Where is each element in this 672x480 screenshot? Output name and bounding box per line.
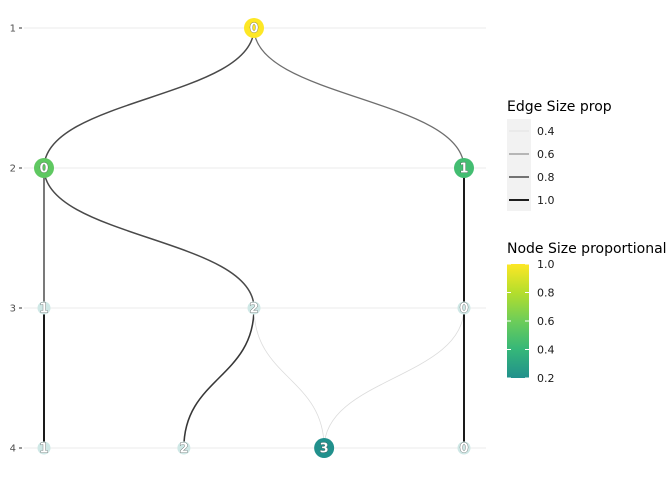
tree-node: 0 <box>244 18 264 38</box>
colorbar-label: 0.4 <box>537 344 555 357</box>
node-legend-title: Node Size proportional <box>507 241 667 257</box>
tree-edge <box>43 27 255 169</box>
node-circle <box>37 441 51 455</box>
y-axis-ticks: 1 2 3 4 <box>10 24 22 455</box>
tree-edge <box>43 167 255 309</box>
node-label: 3 <box>320 442 329 457</box>
node-circle <box>37 301 51 315</box>
edge-size-legend: Edge Size prop 0.4 0.6 0.8 1.0 <box>507 99 612 211</box>
edge-legend-key-bg <box>507 119 531 211</box>
y-tick-label: 1 <box>10 24 16 35</box>
grid-lines <box>24 27 486 449</box>
tree-node: 2 <box>177 441 191 457</box>
colorbar-label: 0.6 <box>537 315 555 328</box>
tree-node: 0 <box>34 158 54 178</box>
tree-node: 1 <box>37 301 51 317</box>
colorbar-label: 0.2 <box>537 372 555 385</box>
tree-edge <box>323 307 465 449</box>
colorbar-label: 1.0 <box>537 258 555 271</box>
node-label: 1 <box>39 442 48 457</box>
node-circle <box>457 301 471 315</box>
y-tick-label: 2 <box>10 164 16 175</box>
tree-node: 0 <box>457 441 471 457</box>
node-label: 0 <box>39 162 48 177</box>
y-tick-label: 3 <box>10 304 16 315</box>
node-label: 1 <box>39 302 48 317</box>
edge-legend-label: 1.0 <box>537 194 555 207</box>
tree-edge <box>253 27 465 169</box>
tree-edges <box>43 27 465 449</box>
node-label: 0 <box>249 22 258 37</box>
node-circle <box>457 441 471 455</box>
node-circle <box>314 438 335 458</box>
node-circle <box>454 158 474 178</box>
tree-node: 3 <box>314 438 335 458</box>
tree-nodes: 0 0 1 1 2 0 1 2 3 0 <box>34 18 474 458</box>
tree-edge <box>253 307 325 449</box>
node-size-legend: Node Size proportional 1.0 0.8 0.6 0.4 0.2 <box>507 241 667 385</box>
tree-node: 0 <box>457 301 471 317</box>
colorbar-label: 0.8 <box>537 287 555 300</box>
node-circle <box>34 158 54 178</box>
node-label: 1 <box>459 162 468 177</box>
edge-legend-label: 0.6 <box>537 148 555 161</box>
node-circle <box>247 301 261 315</box>
node-circle <box>244 18 264 38</box>
edge-legend-title: Edge Size prop <box>507 99 612 115</box>
node-colorbar <box>507 264 529 378</box>
tree-edge <box>183 307 255 449</box>
y-tick-label: 4 <box>10 444 16 455</box>
node-label: 0 <box>459 302 468 317</box>
tree-node: 1 <box>37 441 51 457</box>
edge-legend-label: 0.8 <box>537 171 555 184</box>
tree-node: 1 <box>454 158 474 178</box>
node-label: 0 <box>459 442 468 457</box>
node-label: 2 <box>179 442 188 457</box>
tree-node: 2 <box>247 301 261 317</box>
node-label: 2 <box>249 302 258 317</box>
node-circle <box>177 441 191 455</box>
edge-legend-label: 0.4 <box>537 125 555 138</box>
